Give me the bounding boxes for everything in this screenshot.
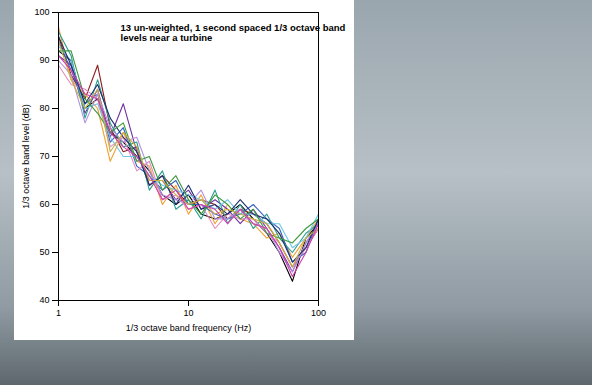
svg-text:40: 40: [39, 295, 49, 305]
svg-text:50: 50: [39, 247, 49, 257]
svg-text:80: 80: [39, 103, 49, 113]
svg-text:1/3 octave band frequency (Hz): 1/3 octave band frequency (Hz): [126, 323, 252, 333]
svg-text:90: 90: [39, 55, 49, 65]
svg-text:100: 100: [34, 7, 49, 17]
svg-text:100: 100: [311, 308, 326, 318]
svg-text:1/3 octave band level (dB): 1/3 octave band level (dB): [21, 104, 31, 209]
svg-text:70: 70: [39, 151, 49, 161]
svg-text:10: 10: [183, 308, 193, 318]
svg-text:1: 1: [56, 308, 61, 318]
svg-text:60: 60: [39, 199, 49, 209]
svg-text:13 un-weighted, 1 second space: 13 un-weighted, 1 second spaced 1/3 octa…: [121, 22, 346, 43]
